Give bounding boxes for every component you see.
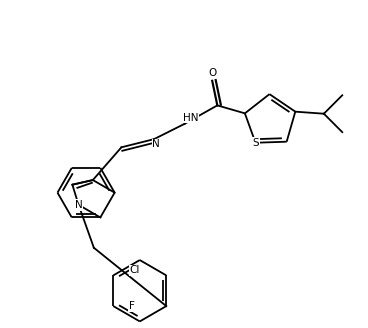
Text: HN: HN: [183, 113, 199, 123]
Text: S: S: [252, 138, 259, 148]
Text: F: F: [129, 301, 135, 311]
Text: Cl: Cl: [130, 265, 140, 275]
Text: O: O: [208, 68, 216, 78]
Text: N: N: [152, 139, 160, 149]
Text: N: N: [75, 200, 82, 210]
